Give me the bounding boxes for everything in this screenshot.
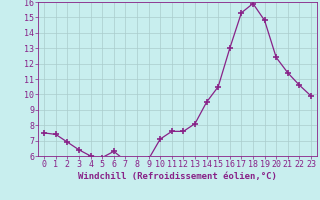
X-axis label: Windchill (Refroidissement éolien,°C): Windchill (Refroidissement éolien,°C) <box>78 172 277 181</box>
